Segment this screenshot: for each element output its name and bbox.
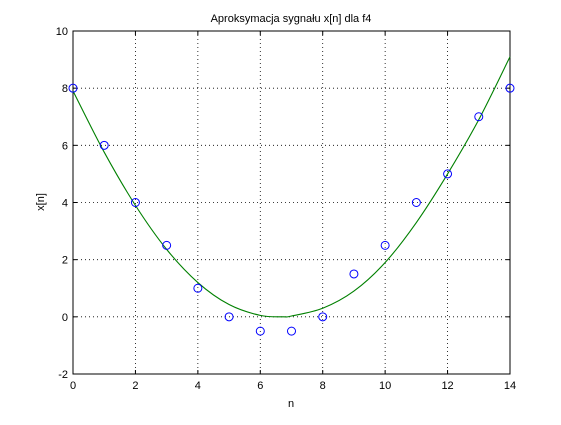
sample-point [193, 283, 203, 293]
sample-point [380, 240, 390, 250]
sample-point [443, 169, 453, 179]
sample-point [224, 312, 234, 322]
x-tick-label: 8 [320, 380, 326, 392]
fit-curve-layer [72, 56, 511, 318]
y-tick-label: 10 [56, 26, 68, 38]
y-tick-label: 2 [62, 255, 68, 267]
y-tick-label: -2 [58, 369, 68, 381]
x-tick-label: 0 [70, 380, 76, 392]
x-tick-label: 12 [441, 380, 453, 392]
sample-point [99, 140, 109, 150]
sample-point [68, 83, 78, 93]
sample-point [287, 326, 296, 336]
x-tick-label: 6 [257, 380, 263, 392]
sample-point [411, 198, 421, 207]
sample-point [474, 112, 484, 122]
sample-point [162, 240, 172, 250]
sample-point [349, 269, 359, 279]
y-tick-label: 4 [62, 198, 68, 210]
sample-point [318, 312, 328, 322]
y-tick-label: 0 [62, 312, 68, 324]
sample-point [255, 326, 265, 336]
y-axis-label: x[n] [35, 193, 47, 211]
grid [73, 31, 510, 374]
x-tick-label: 2 [132, 380, 138, 392]
x-tick-label: 14 [504, 380, 516, 392]
x-tick-label: 4 [195, 380, 201, 392]
y-tick-label: 6 [62, 140, 68, 152]
sample-point [505, 83, 515, 93]
x-tick-label: 10 [379, 380, 391, 392]
chart-title: Aproksymacja sygnału x[n] dla f4 [211, 13, 372, 25]
data-points [68, 83, 515, 336]
plot-area [72, 30, 511, 375]
x-axis-label: n [288, 398, 294, 410]
sample-point [130, 198, 140, 207]
fit-curve [72, 56, 511, 318]
y-tick-label: 8 [62, 83, 68, 95]
